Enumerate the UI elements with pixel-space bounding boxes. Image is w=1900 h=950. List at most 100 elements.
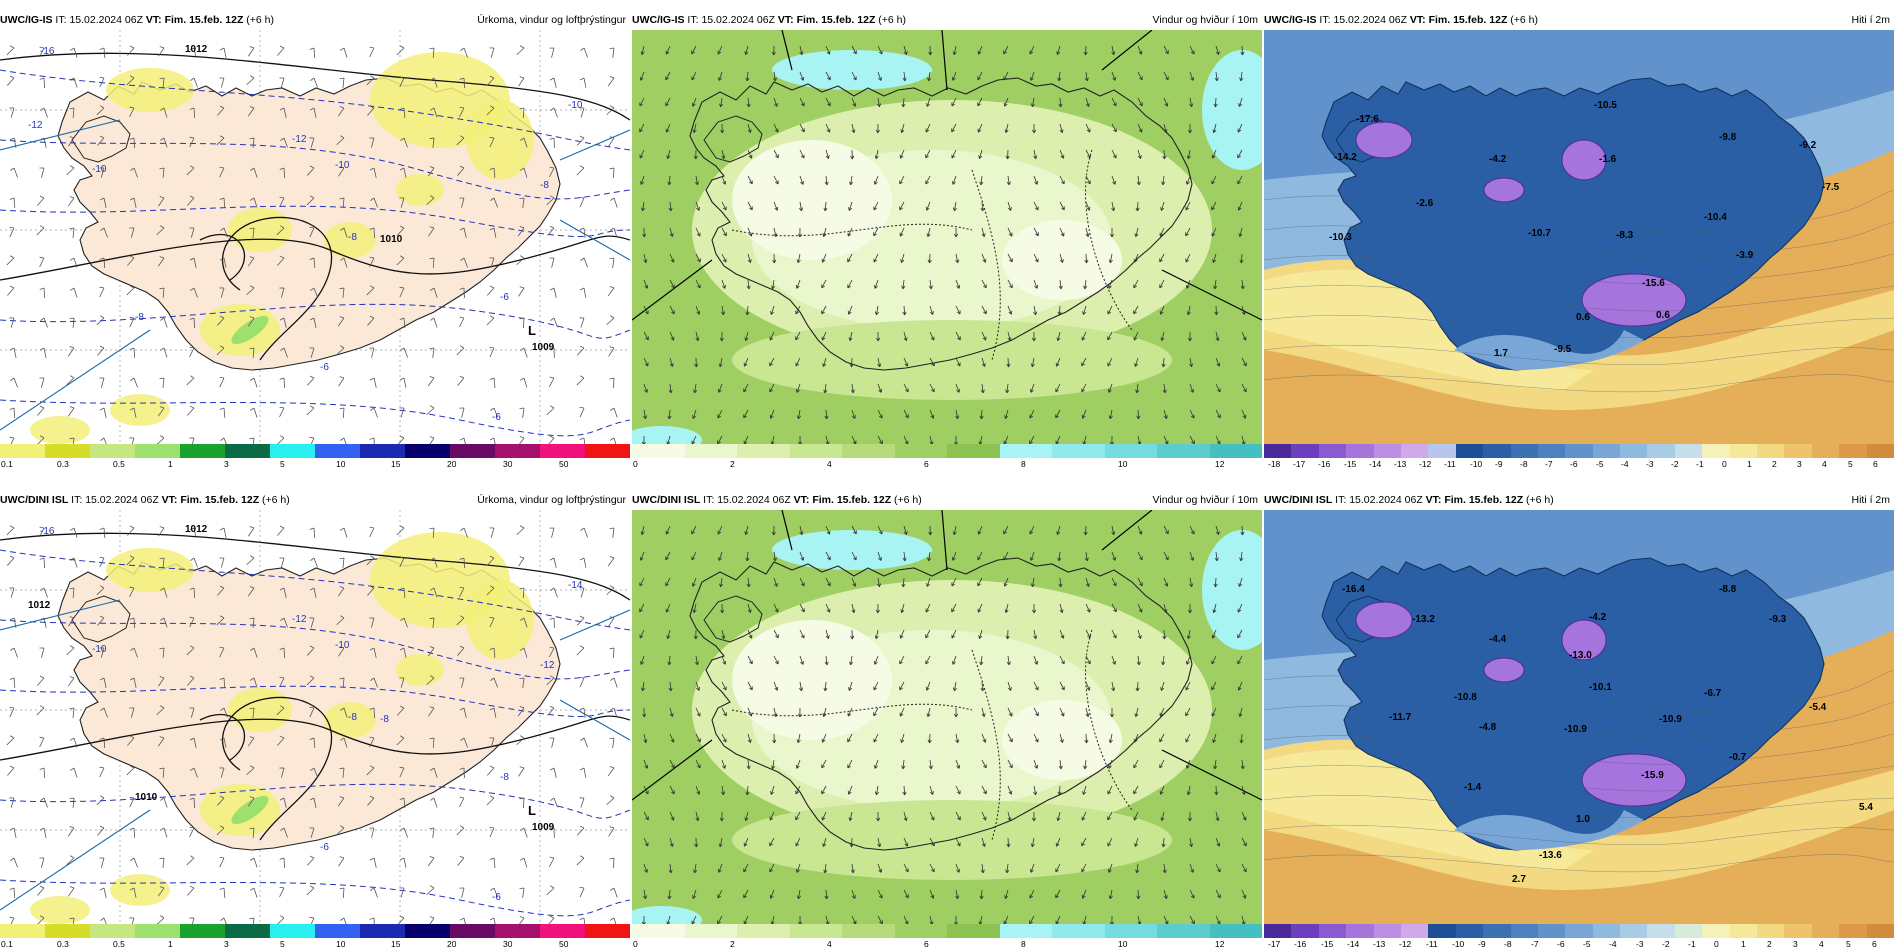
colorbar-ticks: 0 2 4 6 8 10 12 [632,938,1262,950]
colorbar-swatch [947,444,1000,458]
temperature-label: -13.0 [1569,650,1592,661]
colorbar-tick-label: -13 [1394,459,1407,469]
colorbar-swatch [789,444,842,458]
colorbar [632,924,1262,938]
valid-time: VT: Fim. 15.feb. 12Z [793,494,892,506]
temperature-label: -9.3 [1769,614,1787,625]
map-label: 1009 [532,822,555,833]
panel-header: UWC/IG-IS IT: 15.02.2024 06Z VT: Fim. 15… [0,10,630,30]
temperature-label: -1.4 [1464,782,1482,793]
colorbar-swatch [842,444,895,458]
colorbar-tick-label: 0.5 [113,939,125,949]
temperature-label: -15.6 [1642,278,1665,289]
colorbar-tick-label: 30 [503,939,513,949]
colorbar-swatch [315,924,360,938]
map-label: -12 [28,120,43,131]
colorbar-tick-label: 6 [1873,459,1878,469]
colorbar-tick-label: 0.3 [57,939,69,949]
colorbar-tick-label: 0 [633,939,638,949]
colorbar-tick-label: 5 [280,939,285,949]
temperature-label: -0.7 [1729,752,1747,763]
wind-barbs [6,525,618,924]
colorbar-tick-label: 5 [1846,939,1851,949]
colorbar-tick-label: 2 [730,459,735,469]
colorbar-tick-label: -8 [1504,939,1512,949]
colorbar-tick-label: -6 [1557,939,1565,949]
colorbar-ticks: -18 -17 -16 -15 -14 -13 -12 -11 -10 -9 -8 -7 -6 -5 -4-… [1264,458,1894,470]
colorbar-tick-label: 15 [391,459,401,469]
map-label: -12 [292,614,307,625]
model-name: UWC/IG-IS [632,14,685,26]
map-area [632,30,1262,444]
colorbar-swatch [1647,924,1675,938]
map-label: 1010 [380,234,403,245]
temperature-label: -17.6 [1356,114,1379,125]
panel-title: Vindur og hviður í 10m [1152,494,1258,506]
colorbar-tick-label: 2 [730,939,735,949]
map-label: -6 [492,412,501,423]
panel-header: UWC/DINI ISL IT: 15.02.2024 06Z VT: Fim.… [1264,490,1894,510]
init-time: 15.02.2024 06Z [701,14,775,26]
panel-header: UWC/DINI ISL IT: 15.02.2024 06Z VT: Fim.… [632,490,1262,510]
colorbar-swatch [1592,444,1621,458]
temperature-label: -4.2 [1489,154,1507,165]
colorbar-swatch [1702,444,1730,458]
temperature-label: 1.7 [1494,348,1508,359]
colorbar-swatch [737,924,790,938]
temperature-label: -9.5 [1554,344,1572,355]
colorbar-tick-label: 4 [827,939,832,949]
colorbar-swatch [585,444,630,458]
colorbar-tick-label: 4 [827,459,832,469]
map-label: -10 [335,160,350,171]
temperature-label: -1.6 [1599,154,1617,165]
map-label: -16 [40,526,55,537]
colorbar-tick-label: 50 [559,459,569,469]
colorbar [1264,924,1894,938]
map-canvas [632,510,1262,924]
map-canvas: -17.6 -10.5 -9.8 -14.2 -4.2 -1.6 -9.2 -7.5 -2.6 -… [1264,30,1894,444]
map-label: 1012 [185,524,208,535]
colorbar-swatch [1400,924,1429,938]
colorbar-tick-label: 20 [447,459,457,469]
map-label: 1009 [532,342,555,353]
init-time: 15.02.2024 06Z [1349,494,1423,506]
temperature-label: -11.7 [1389,712,1412,723]
temperature-label: 0.6 [1576,312,1590,323]
colorbar-swatch [1592,924,1621,938]
temperature-label: 5.4 [1859,802,1873,813]
temperature-label: 2.7 [1512,874,1526,885]
colorbar-tick-label: -3 [1636,939,1644,949]
colorbar-swatch [585,924,630,938]
temperature-label: -4.4 [1489,634,1507,645]
colorbar-swatch [1209,924,1262,938]
colorbar-tick-label: -17 [1293,459,1306,469]
colorbar-swatch [495,924,540,938]
valid-time: VT: Fim. 15.feb. 12Z [161,494,260,506]
colorbar [0,444,630,458]
isobars [0,532,630,841]
panel-title: Úrkoma, vindur og loftþrýstingur [477,14,626,26]
colorbar-swatch [1455,924,1484,938]
colorbar [0,924,630,938]
temperature-label: -10.8 [1454,692,1477,703]
map-label: -10 [92,164,107,175]
colorbar-swatch [1346,924,1374,938]
colorbar-tick-label: 15 [391,939,401,949]
colorbar-tick-label: -9 [1478,939,1486,949]
colorbar-tick-label: -2 [1671,459,1679,469]
map-panel-precip: UWC/IG-IS IT: 15.02.2024 06Z VT: Fim. 15… [0,10,630,469]
map-panel-wind: UWC/IG-IS IT: 15.02.2024 06Z VT: Fim. 15… [632,10,1262,469]
colorbar-swatch [495,444,540,458]
iceland-outline [689,77,1193,371]
colorbar-swatch [1318,444,1347,458]
colorbar-tick-label: 12 [1215,939,1225,949]
colorbar-tick-label: 1 [1747,459,1752,469]
colorbar-tick-label: -7 [1545,459,1553,469]
panel-title: Hiti í 2m [1851,14,1890,26]
panel-title: Hiti í 2m [1851,494,1890,506]
colorbar-swatch [632,924,685,938]
colorbar-tick-label: 12 [1215,459,1225,469]
model-name: UWC/DINI ISL [632,494,701,506]
colorbar-tick-label: -15 [1321,939,1334,949]
colorbar-tick-label: -15 [1344,459,1357,469]
